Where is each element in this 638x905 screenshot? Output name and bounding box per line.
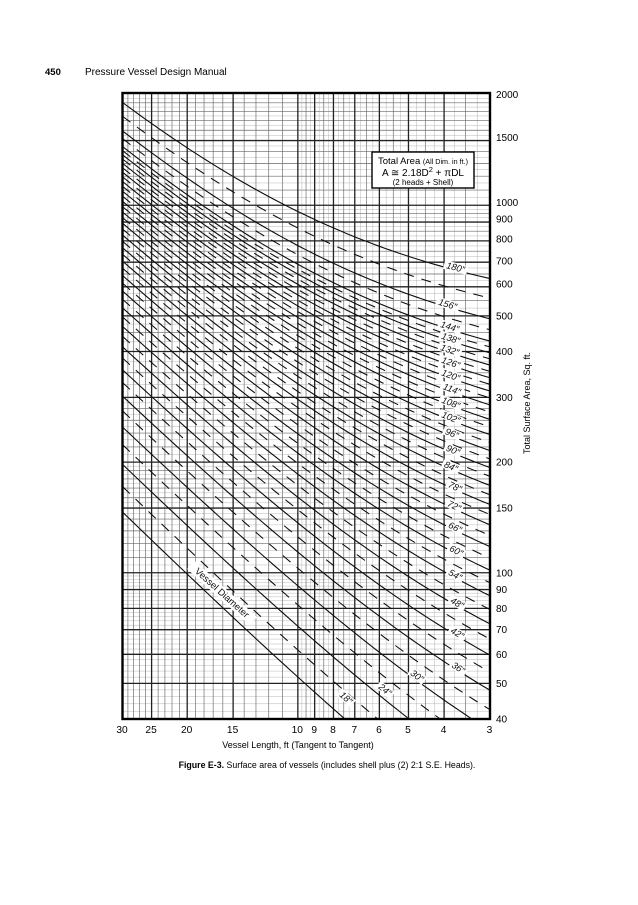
- svg-text:7: 7: [351, 725, 357, 736]
- svg-text:10: 10: [292, 725, 304, 736]
- svg-text:9: 9: [311, 725, 317, 736]
- svg-text:3: 3: [487, 725, 493, 736]
- svg-text:Total Area (All Dim. in ft.): Total Area (All Dim. in ft.): [378, 156, 468, 167]
- svg-text:Vessel Length, ft (Tangent to: Vessel Length, ft (Tangent to Tangent): [222, 740, 373, 750]
- svg-text:1000: 1000: [496, 198, 519, 209]
- svg-text:(2 heads + Shell): (2 heads + Shell): [393, 178, 454, 187]
- svg-text:100: 100: [496, 568, 513, 579]
- svg-text:500: 500: [496, 311, 513, 322]
- svg-text:40: 40: [496, 715, 508, 726]
- svg-text:800: 800: [496, 234, 513, 245]
- svg-text:A ≅ 2.18D2 + πDL: A ≅ 2.18D2 + πDL: [382, 165, 464, 180]
- svg-text:30: 30: [116, 725, 128, 736]
- svg-text:1500: 1500: [496, 133, 519, 144]
- svg-text:90: 90: [496, 585, 508, 596]
- svg-text:8: 8: [330, 725, 336, 736]
- svg-text:Total Surface Area, Sq. ft.: Total Surface Area, Sq. ft.: [522, 352, 532, 454]
- svg-text:180″: 180″: [445, 260, 466, 275]
- svg-text:20: 20: [181, 725, 193, 736]
- svg-text:4: 4: [441, 725, 447, 736]
- svg-text:25: 25: [145, 725, 157, 736]
- svg-text:450: 450: [45, 67, 61, 78]
- svg-text:200: 200: [496, 458, 513, 469]
- svg-text:900: 900: [496, 215, 513, 226]
- svg-text:Pressure Vessel Design Manual: Pressure Vessel Design Manual: [85, 67, 227, 78]
- svg-text:15: 15: [227, 725, 239, 736]
- svg-text:300: 300: [496, 393, 513, 404]
- svg-text:50: 50: [496, 679, 508, 690]
- svg-text:150: 150: [496, 504, 513, 515]
- svg-text:5: 5: [405, 725, 411, 736]
- svg-text:700: 700: [496, 257, 513, 268]
- svg-text:2000: 2000: [496, 90, 519, 101]
- svg-text:600: 600: [496, 279, 513, 290]
- svg-text:80: 80: [496, 604, 508, 615]
- svg-text:70: 70: [496, 625, 508, 636]
- svg-text:60: 60: [496, 650, 508, 661]
- svg-text:400: 400: [496, 347, 513, 358]
- svg-text:6: 6: [376, 725, 382, 736]
- svg-text:Figure E-3. Surface area of ve: Figure E-3. Surface area of vessels (inc…: [179, 760, 476, 770]
